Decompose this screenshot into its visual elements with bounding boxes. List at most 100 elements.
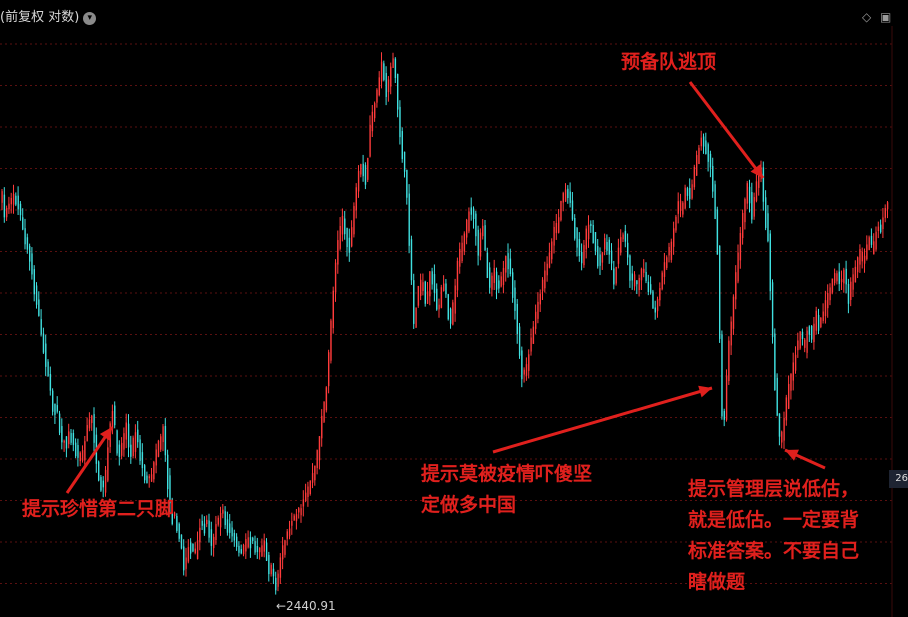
- candle-body: [100, 476, 102, 491]
- candle-body: [785, 397, 788, 421]
- candle-body: [650, 284, 652, 293]
- candle-body: [357, 170, 360, 192]
- candle-body: [815, 310, 817, 331]
- candle-body: [399, 106, 401, 138]
- candle-body: [486, 252, 489, 278]
- candle-body: [489, 267, 491, 288]
- candle-body: [794, 354, 797, 371]
- candle-body: [608, 239, 610, 255]
- candle-body: [656, 299, 659, 312]
- candle-body: [249, 537, 252, 549]
- candle-body: [663, 262, 666, 277]
- candle-body: [712, 165, 714, 192]
- candle-body: [562, 193, 564, 203]
- candle-body: [231, 527, 233, 537]
- candle-body: [293, 515, 295, 521]
- candle-body: [454, 285, 456, 314]
- candle-body: [689, 187, 691, 200]
- candle-body: [666, 257, 668, 268]
- candle-body: [539, 293, 541, 305]
- candle-body: [323, 401, 325, 422]
- candle-body: [852, 274, 854, 290]
- candle-body: [452, 302, 454, 325]
- candle-body: [698, 147, 700, 164]
- candle-body: [583, 245, 585, 266]
- candle-body: [748, 186, 751, 204]
- candle-body: [475, 213, 477, 237]
- candle-body: [792, 362, 794, 381]
- candle-body: [1, 191, 3, 203]
- candle-body: [447, 294, 449, 320]
- candle-body: [652, 291, 654, 309]
- chevron-down-icon[interactable]: ▾: [83, 12, 97, 25]
- candle-body: [516, 303, 518, 335]
- candle-body: [12, 193, 15, 205]
- candle-body: [298, 508, 300, 513]
- candle-body: [728, 340, 730, 381]
- candle-body: [813, 323, 815, 343]
- candle-body: [362, 163, 364, 177]
- candle-body: [884, 208, 886, 218]
- candle-body: [546, 263, 548, 276]
- candle-body: [236, 536, 238, 547]
- candle-body: [829, 287, 831, 301]
- candle-body: [171, 499, 173, 525]
- candle-body: [183, 546, 185, 571]
- arrow-shaft: [65, 426, 114, 494]
- candle-body: [415, 307, 417, 328]
- candle-body: [877, 226, 880, 232]
- candle-body: [707, 144, 709, 162]
- candle-body: [440, 287, 443, 308]
- candle-body: [661, 272, 663, 290]
- candle-body: [229, 523, 231, 533]
- candle-body: [277, 573, 279, 587]
- candle-body: [654, 307, 656, 313]
- candle-body: [403, 151, 406, 172]
- candle-body: [369, 124, 371, 157]
- candle-body: [173, 512, 176, 517]
- candle-body: [484, 225, 486, 251]
- candle-body: [594, 232, 597, 252]
- candle-body: [714, 184, 716, 220]
- candle-body: [790, 373, 792, 391]
- candle-body: [737, 252, 739, 282]
- chart-title[interactable]: (前复权 对数) ▾: [0, 6, 97, 25]
- diamond-icon[interactable]: ◇: [862, 10, 872, 24]
- candle-body: [153, 462, 155, 480]
- candle-body: [606, 242, 608, 251]
- candle-body: [857, 257, 859, 273]
- candle-body: [528, 354, 530, 371]
- candle-body: [316, 450, 318, 468]
- candle-body: [187, 547, 190, 562]
- candle-body: [574, 217, 576, 239]
- candle-body: [507, 253, 509, 270]
- candle-body: [426, 291, 429, 304]
- candle-body: [493, 268, 495, 283]
- candle-body: [160, 436, 162, 450]
- candle-body: [673, 228, 675, 247]
- candle-body: [445, 283, 447, 295]
- candle-body: [776, 377, 778, 416]
- candle-body: [155, 449, 157, 466]
- candle-body: [702, 136, 705, 147]
- annotation-escape-top: 预备队逃顶: [621, 51, 717, 73]
- candle-body: [328, 352, 330, 387]
- candle-body: [670, 241, 673, 260]
- candle-body: [226, 519, 229, 533]
- candle-body: [769, 233, 771, 292]
- candle-body: [500, 276, 502, 287]
- candle-body: [636, 280, 638, 285]
- candle-body: [684, 187, 686, 209]
- candle-body: [22, 217, 24, 230]
- candle-body: [725, 375, 728, 420]
- candle-body: [638, 277, 640, 291]
- candle-body: [797, 340, 799, 351]
- candle-body: [392, 58, 394, 68]
- candle-body: [346, 227, 348, 248]
- window-icon[interactable]: ▣: [880, 10, 892, 24]
- candle-body: [194, 548, 196, 554]
- candle-body: [52, 390, 54, 412]
- candle-body: [746, 183, 748, 204]
- candle-body: [859, 249, 861, 265]
- candle-body: [150, 474, 153, 482]
